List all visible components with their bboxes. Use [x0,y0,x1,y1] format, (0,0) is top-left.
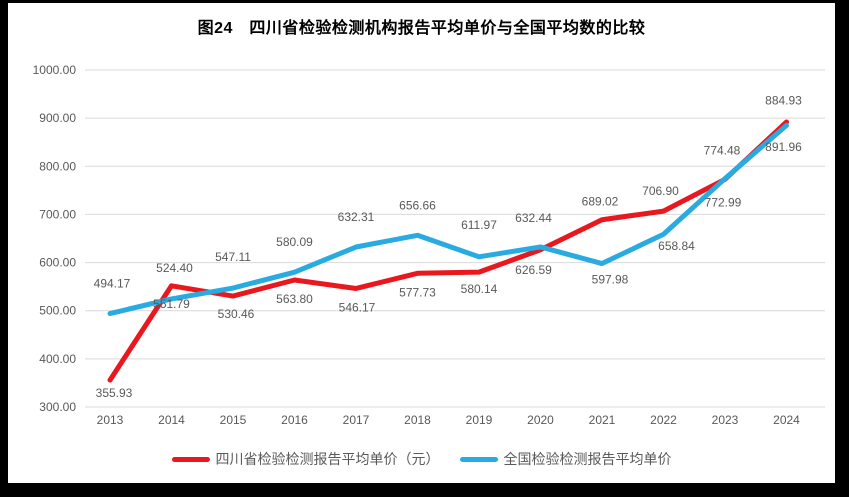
chart-area: 图24 四川省检验检测机构报告平均单价与全国平均数的比较 300.00 400.0… [8,3,835,483]
data-point-label: 632.31 [338,210,375,224]
data-point-label: 626.59 [515,263,552,277]
x-axis-tick-label: 2017 [343,413,370,427]
x-axis-tick-label: 2020 [527,413,554,427]
data-point-label: 577.73 [399,285,436,299]
line-chart-canvas: 300.00 400.00 500.00 600.00 700.00 800.00 900.… [33,63,825,427]
data-point-label: 524.40 [156,261,193,275]
data-point-label: 494.17 [94,277,131,291]
x-axis-tick-label: 2014 [158,413,185,427]
y-axis-tick-label: 400.00 [39,352,76,366]
series-line [107,119,789,383]
chart-title: 图24 四川省检验检测机构报告平均单价与全国平均数的比较 [197,20,646,37]
legend-item-sichuan: 四川省检验检测报告平均单价（元） [171,449,440,469]
y-axis-tick-label: 1000.00 [33,63,77,77]
data-point-label: 658.84 [658,239,695,253]
data-point-label: 772.99 [705,195,742,209]
chart-legend: 四川省检验检测报告平均单价（元） 全国检验检测报告平均单价 [8,449,835,469]
data-point-label: 580.09 [276,235,313,249]
data-point-label: 611.97 [461,218,497,232]
data-point-label: 632.44 [515,211,552,225]
sichuan-series-swatch-icon [171,456,210,462]
x-axis-tick-label: 2023 [712,413,739,427]
data-point-label: 706.90 [642,184,679,198]
data-point-label: 891.96 [765,140,802,154]
x-axis-tick-label: 2021 [589,413,616,427]
x-axis-tick-label: 2016 [281,413,308,427]
x-axis-tick-label: 2022 [650,413,677,427]
legend-item-national: 全国检验检测报告平均单价 [459,449,672,469]
x-axis-tick-label: 2024 [773,413,800,427]
y-axis-tick-label: 700.00 [39,207,76,221]
legend-label-national: 全国检验检测报告平均单价 [503,451,672,467]
x-axis-tick-label: 2018 [404,413,431,427]
data-point-label: 547.11 [215,250,251,264]
y-axis-tick-label: 900.00 [39,111,76,125]
data-point-label: 530.46 [218,307,255,321]
national-series-swatch-icon [459,456,498,462]
data-point-label: 884.93 [765,93,802,107]
y-axis-tick-label: 300.00 [39,400,76,414]
data-point-label: 551.79 [153,297,190,311]
series-line [107,122,789,317]
data-point-label: 689.02 [582,195,619,209]
data-point-label: 774.48 [704,144,741,158]
data-point-label: 355.93 [96,386,133,400]
x-axis-tick-label: 2019 [466,413,493,427]
data-point-label: 546.17 [339,300,376,314]
data-point-label: 656.66 [399,198,436,212]
data-point-label: 597.98 [592,273,629,287]
y-axis-tick-label: 500.00 [39,304,76,318]
legend-label-sichuan: 四川省检验检测报告平均单价（元） [215,451,440,467]
y-axis-tick-label: 600.00 [39,256,76,270]
x-axis-tick-label: 2013 [97,413,124,427]
data-point-label: 580.14 [461,282,498,296]
data-point-label: 563.80 [276,292,313,306]
y-axis-tick-label: 800.00 [39,159,76,173]
x-axis-tick-label: 2015 [220,413,247,427]
